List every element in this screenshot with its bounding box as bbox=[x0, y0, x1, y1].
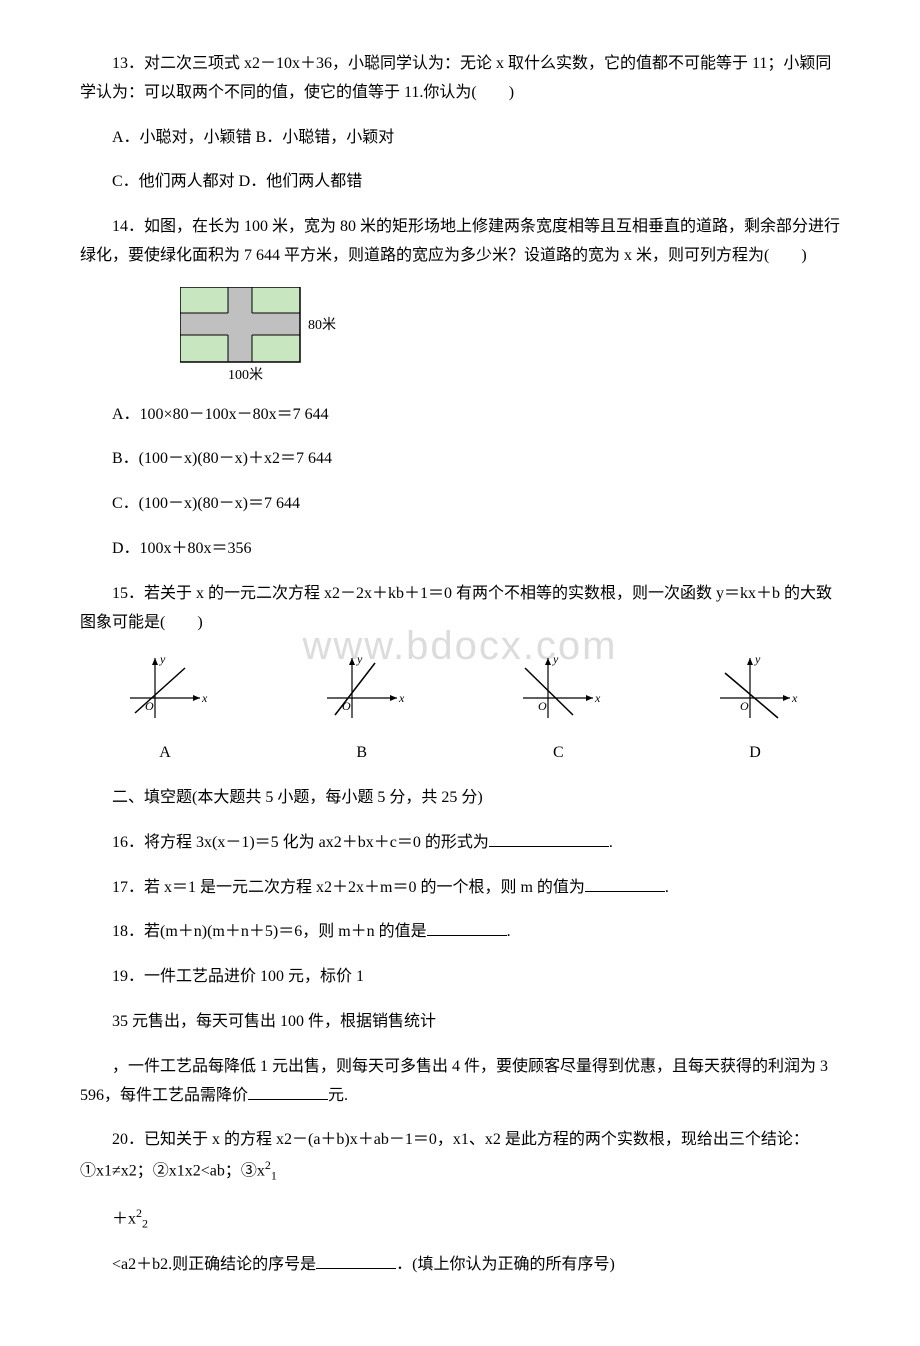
q18: 18．若(m＋n)(m＋n＋5)＝6，则 m＋n 的值是. bbox=[80, 918, 840, 947]
q19-line3b: 元. bbox=[328, 1087, 348, 1104]
q15-label-d: D bbox=[710, 739, 800, 768]
q17-blank bbox=[585, 876, 665, 892]
q15-graph-c: x y O C bbox=[513, 653, 603, 768]
q19-line3a: ，一件工艺品每降低 1 元出售，则每天可多售出 4 件，要使顾客尽量得到优惠，且… bbox=[80, 1058, 828, 1104]
q19-line1: 19．一件工艺品进价 100 元，标价 1 bbox=[80, 963, 840, 992]
q15-stem: 15．若关于 x 的一元二次方程 x2－2x＋kb＋1＝0 有两个不相等的实数根… bbox=[80, 580, 840, 638]
q20-line1: 20．已知关于 x 的方程 x2－(a＋b)x＋ab－1＝0，x1、x2 是此方… bbox=[80, 1126, 840, 1187]
q13-options-cd: C．他们两人都对 D．他们两人都错 bbox=[80, 168, 840, 197]
section-2-heading: 二、填空题(本大题共 5 小题，每小题 5 分，共 25 分) bbox=[80, 784, 840, 813]
svg-text:x: x bbox=[201, 691, 208, 705]
q13-options-ab: A．小聪对，小颖错 B．小聪错，小颖对 bbox=[80, 124, 840, 153]
q14-figure: 80米 100米 bbox=[180, 287, 840, 393]
q16-blank bbox=[489, 831, 609, 847]
q14-fig-right-label: 80米 bbox=[308, 317, 336, 333]
svg-text:y: y bbox=[356, 653, 363, 666]
q18-end: . bbox=[507, 923, 511, 940]
q20-sub2: 2 bbox=[142, 1217, 148, 1231]
q20-blank bbox=[316, 1253, 396, 1269]
q16: 16．将方程 3x(x－1)＝5 化为 ax2＋bx＋c＝0 的形式为. bbox=[80, 829, 840, 858]
q18-blank bbox=[427, 920, 507, 936]
q14-fig-bottom-label: 100米 bbox=[228, 367, 263, 382]
q15-label-c: C bbox=[513, 739, 603, 768]
q19-line2: 35 元售出，每天可售出 100 件，根据销售统计 bbox=[80, 1008, 840, 1037]
q20-line3: <a2＋b2.则正确结论的序号是 ．(填上你认为正确的所有序号) bbox=[80, 1251, 840, 1280]
svg-text:x: x bbox=[791, 691, 798, 705]
svg-text:O: O bbox=[145, 699, 154, 713]
q14-opt-c: C．(100－x)(80－x)＝7 644 bbox=[80, 490, 840, 519]
q16-text: 16．将方程 3x(x－1)＝5 化为 ax2＋bx＋c＝0 的形式为 bbox=[112, 834, 489, 851]
q15-graphs-row: x y O A x y O B bbox=[80, 653, 840, 768]
q19-line3: ，一件工艺品每降低 1 元出售，则每天可多售出 4 件，要使顾客尽量得到优惠，且… bbox=[80, 1053, 840, 1111]
svg-text:x: x bbox=[398, 691, 405, 705]
q13-stem: 13．对二次三项式 x2－10x＋36，小聪同学认为：无论 x 取什么实数，它的… bbox=[80, 50, 840, 108]
q17: 17．若 x＝1 是一元二次方程 x2＋2x＋m＝0 的一个根，则 m 的值为. bbox=[80, 874, 840, 903]
q20-line2a: ＋x bbox=[112, 1211, 136, 1228]
q14-opt-a: A．100×80－100x－80x＝7 644 bbox=[80, 401, 840, 430]
q17-text: 17．若 x＝1 是一元二次方程 x2＋2x＋m＝0 的一个根，则 m 的值为 bbox=[112, 879, 585, 896]
svg-text:O: O bbox=[740, 699, 749, 713]
q16-end: . bbox=[609, 834, 613, 851]
svg-text:y: y bbox=[754, 653, 761, 666]
q14-opt-d: D．100x＋80x＝356 bbox=[80, 535, 840, 564]
svg-text:y: y bbox=[159, 653, 166, 666]
q18-text: 18．若(m＋n)(m＋n＋5)＝6，则 m＋n 的值是 bbox=[112, 923, 427, 940]
q20-line2: ＋x22 bbox=[80, 1203, 840, 1235]
q14-opt-b: B．(100－x)(80－x)＋x2＝7 644 bbox=[80, 445, 840, 474]
svg-text:y: y bbox=[552, 653, 559, 666]
q19-blank bbox=[248, 1084, 328, 1100]
q20-line3a: <a2＋b2.则正确结论的序号是 bbox=[112, 1256, 316, 1273]
svg-text:x: x bbox=[594, 691, 601, 705]
q20-line1-text: 20．已知关于 x 的方程 x2－(a＋b)x＋ab－1＝0，x1、x2 是此方… bbox=[80, 1131, 809, 1179]
q15-label-b: B bbox=[317, 739, 407, 768]
q14-stem: 14．如图，在长为 100 米，宽为 80 米的矩形场地上修建两条宽度相等且互相… bbox=[80, 213, 840, 271]
q15-graph-b: x y O B bbox=[317, 653, 407, 768]
q15-label-a: A bbox=[120, 739, 210, 768]
q15-graph-d: x y O D bbox=[710, 653, 800, 768]
q15-graph-a: x y O A bbox=[120, 653, 210, 768]
q20-line3b: ．(填上你认为正确的所有序号) bbox=[396, 1256, 615, 1273]
svg-text:O: O bbox=[538, 699, 547, 713]
q17-end: . bbox=[665, 879, 669, 896]
q20-sub1: 1 bbox=[271, 1169, 277, 1183]
